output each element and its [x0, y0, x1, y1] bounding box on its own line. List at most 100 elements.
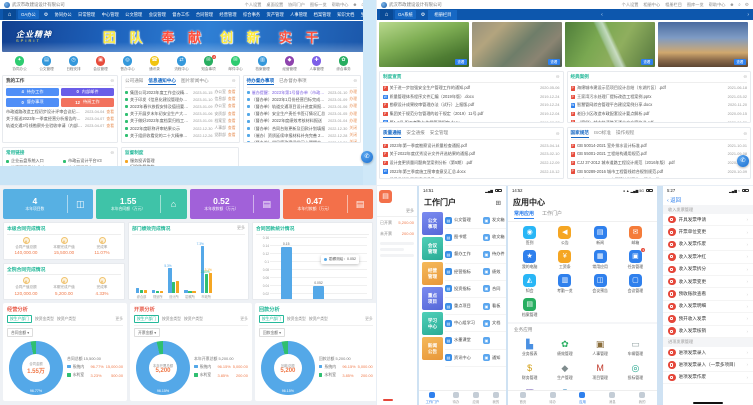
home-indicator[interactable]	[693, 401, 723, 404]
bottom-tab[interactable]: 工作门户	[426, 392, 439, 404]
gallery-photo-hillside[interactable]: 查看	[379, 22, 469, 67]
amount-select[interactable]: 开票金额 ▾	[134, 328, 161, 337]
invoice-menu-item[interactable]: 收入发票拆分 ›	[663, 264, 753, 276]
floating-assistant-button[interactable]: ✆	[361, 151, 373, 163]
tab-iso-standards[interactable]: ISO标准	[593, 130, 611, 135]
back-button[interactable]: ‹ 返回	[667, 198, 682, 204]
nav-menu-item[interactable]: 档案管理	[313, 11, 331, 17]
app-grid-item[interactable]: ◭ 知会	[512, 272, 547, 296]
app-grid-item[interactable]: ◀ 公告	[547, 224, 582, 248]
app-grid-item[interactable]: ▤ 新闻	[583, 224, 618, 248]
tab-by-asset[interactable]: 按资产类型	[183, 316, 203, 321]
stat-card[interactable]: 1.55 本年合同额（万元） ⌂	[96, 189, 187, 219]
doc-list-item[interactable]: PGB/T 50001-2017 房屋建筑制图统一标准.pdf2020-08-2…	[570, 176, 748, 178]
common-link[interactable]: 市政云设计平台V3	[63, 158, 114, 164]
topbar-link[interactable]: 图标一览	[309, 1, 327, 7]
invoice-menu-item[interactable]: 收入发票核销 ›	[663, 326, 753, 338]
topbar-link[interactable]: 个人设置	[621, 1, 639, 7]
app-entry[interactable]: ▣ 收文箱	[483, 233, 505, 241]
doc-list-item[interactable]: P 关于2022年度优秀设计文件评选结果的通报.pdf 2023-02-10	[383, 151, 560, 157]
topbar-link[interactable]: 个人设置	[244, 1, 262, 7]
nav-menu-item[interactable]: 公文管理	[125, 11, 143, 17]
invoice-menu-item[interactable]: 进项发票作废 ›	[663, 372, 753, 385]
app-grid-item[interactable]: ▥ 考勤一览	[547, 272, 582, 296]
stat-card[interactable]: 0.52 本年收款额（万元） ▤	[189, 189, 280, 219]
tab-by-fund[interactable]: 按资金类型	[162, 316, 181, 321]
tab-company-notice[interactable]: 公司通知	[125, 77, 144, 83]
quick-launch-item[interactable]: ☎ 通讯录	[141, 56, 168, 72]
quick-launch-item[interactable]: ⇄ 流程中心	[168, 56, 195, 72]
quick-launch-item[interactable]: ✉ 邮件中心	[222, 56, 249, 72]
stat-card[interactable]: 4 本年项目数 ◫	[3, 189, 94, 219]
doc-list-item[interactable]: W 2022年第三季度施工图审查意见汇总.docx 2022-10-12	[383, 168, 560, 174]
app-grid-item[interactable]: ▣ 3 任务管理	[627, 248, 645, 269]
category-tile[interactable]: 会议 管理	[422, 237, 443, 260]
tab-by-dept[interactable]: 按生产部门	[134, 315, 159, 323]
topbar-link[interactable]: 相册栏目	[665, 1, 682, 7]
bottom-tab[interactable]: 我的	[493, 392, 499, 404]
more-link[interactable]: 更多	[377, 206, 417, 217]
user-icon[interactable]: ☻	[352, 2, 358, 7]
oa-label[interactable]: OA办公	[18, 10, 39, 19]
bottom-tab[interactable]: 待办	[549, 392, 556, 404]
quick-launch-item[interactable]: ✦ 协同办公	[6, 56, 33, 72]
work-count-button[interactable]: 0 内部邮件	[61, 87, 114, 96]
invoice-tile-icon[interactable]: ▤	[379, 190, 392, 203]
nav-menu-item[interactable]: 经营管理	[219, 11, 237, 17]
app-grid-item[interactable]: ✉ 邮箱	[618, 224, 653, 248]
biz-app-item[interactable]: ✿ 绩效管理	[557, 339, 573, 356]
nav-menu-item[interactable]: 合同管理	[195, 11, 214, 17]
invoice-menu-item[interactable]: 收入发票变更 ›	[663, 276, 753, 289]
supervise-list-item[interactable]: （督办单）合同台账更新及回款计划填报 2022-12-30 关闭	[246, 125, 357, 132]
tab-photo-news[interactable]: 图片新闻中心	[180, 77, 209, 83]
app-entry[interactable]: ▣ 文档	[483, 319, 501, 327]
app-grid-item[interactable]: ▦ 常用应用	[583, 248, 618, 272]
app-entry[interactable]: ▤ 督办工作	[445, 250, 471, 258]
app-entry[interactable]: ▤ 水墨课堂	[445, 336, 471, 344]
tab-national-standards[interactable]: 国家规范	[570, 130, 589, 138]
biz-app-item[interactable]: ▣ 人事管理	[592, 339, 608, 356]
tab-by-dept[interactable]: 按生产部门	[7, 315, 32, 323]
doc-list-item[interactable]: P 关于进一步加强安全生产管理工作的通知.pdf 2020-05-06	[383, 85, 560, 91]
photo-view-button[interactable]: 查看	[733, 59, 746, 65]
tab-safety-mgmt[interactable]: 安全管理	[429, 130, 449, 135]
topbar-link[interactable]: 桌面设置	[266, 1, 284, 7]
app-entry[interactable]: ▣ 通知	[483, 354, 501, 362]
tab-by-dept[interactable]: 按生产部门	[258, 315, 284, 323]
nav-menu-item[interactable]: 日常管理	[78, 11, 96, 17]
invoice-menu-item[interactable]: 收入发票冲红 ›	[663, 251, 753, 264]
more-link[interactable]: 更多	[115, 316, 124, 321]
tab-quality-report[interactable]: 质量通报	[383, 130, 402, 138]
supervise-list-item[interactable]: （督办单）安全生产责任书签订情况汇总 2023-01-05 办理	[246, 111, 357, 118]
invoice-menu-item[interactable]: 进项发票录入 ›	[663, 347, 753, 360]
more-link[interactable]: 更多	[365, 316, 373, 321]
doc-list-item[interactable]: W 智慧管网综合管理平台建设案例分享.docx 2020-11-20	[570, 102, 747, 108]
legend-entry[interactable]: 水利室 3.23% 500.00	[67, 372, 123, 378]
notice-list-item[interactable]: 关于印发《信息化建设管理办法（2023修订版）》的通知2023-01-10信息部…	[125, 96, 236, 103]
nav-next-icon[interactable]: ›	[747, 11, 749, 18]
legend-entry[interactable]: 系统内 96.15% 5,000.00	[194, 364, 248, 370]
photo-view-button[interactable]: 查看	[640, 59, 653, 65]
app-entry[interactable]: ▣ 待办件	[483, 250, 505, 258]
biz-app-item[interactable]: $ 财务管理	[521, 363, 538, 380]
bottom-tab[interactable]: 消息	[609, 392, 616, 404]
gallery-photo-construction[interactable]: 查看	[472, 22, 562, 67]
user-icon[interactable]: ☻	[729, 2, 735, 7]
stat-card[interactable]: 0.47 本年付款额（万元） ▤	[282, 189, 373, 219]
legend-entry[interactable]: 水利室 3.85% 200.00	[194, 372, 248, 378]
legend-entry[interactable]: 系统内 96.15% 5,000.00	[318, 364, 373, 370]
app-grid-item[interactable]: ★ 我的电脑	[512, 248, 547, 272]
more-link[interactable]: 更多	[240, 316, 248, 321]
photo-view-button[interactable]: 查看	[454, 59, 467, 65]
app-entry[interactable]: ▤ 资讯中心	[445, 354, 471, 362]
quick-launch-item[interactable]: ◆ 经营管理	[276, 56, 303, 72]
doc-list-item[interactable]: P 王家湾污水处理厂提标改造工程案例.pptx 2021-03-02	[570, 93, 747, 100]
doc-list-item[interactable]: P GB 55001-2021 工程结构通用规范.pdf 2021-09-08	[570, 151, 747, 157]
floating-assistant-button[interactable]: ✆	[737, 155, 749, 167]
